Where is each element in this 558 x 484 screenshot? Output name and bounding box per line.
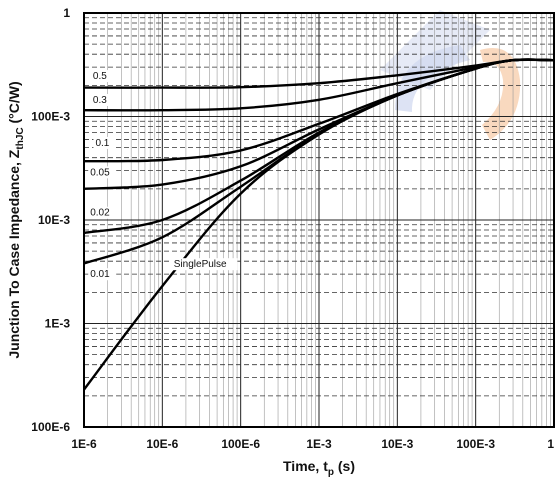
x-axis-title-unit: (s) xyxy=(334,458,355,474)
x-axis-title-sub: p xyxy=(328,467,334,478)
y-tick-label: 1E-3 xyxy=(45,317,71,331)
annotation-label: SinglePulse xyxy=(174,259,227,270)
plot-frame xyxy=(83,12,555,428)
curve-label: 0.05 xyxy=(90,167,110,178)
x-tick-labels: 1E-6 10E-6 100E-6 1E-3 10E-3 100E-3 1 xyxy=(71,437,554,451)
y-axis-title-unit: (°C/W) xyxy=(6,81,22,127)
curve-label: 0.1 xyxy=(95,138,109,149)
x-tick-label: 1E-6 xyxy=(71,437,97,451)
curve-label: 0.01 xyxy=(90,269,110,280)
y-tick-label: 10E-3 xyxy=(38,213,70,227)
y-axis-title-main: Junction To Case Impedance, Z xyxy=(6,149,22,358)
x-tick-label: 100E-6 xyxy=(221,437,260,451)
y-tick-label: 1 xyxy=(63,6,70,20)
x-axis-title-main: Time, t xyxy=(283,458,328,474)
curve-label: 0.02 xyxy=(90,208,110,219)
x-axis-title: Time, tp (s) xyxy=(283,458,355,478)
x-tick-label: 10E-6 xyxy=(146,437,178,451)
curve-label-bg xyxy=(88,268,117,281)
curve-label-bg xyxy=(90,70,113,83)
y-axis-title-sub: thJC xyxy=(15,127,26,149)
x-tick-label: 10E-3 xyxy=(381,437,413,451)
curve-label-bg xyxy=(90,94,113,107)
curve-singlepulse xyxy=(83,58,555,391)
watermark-shape xyxy=(395,45,470,112)
annotation-bg xyxy=(171,258,238,271)
curve-label-bg xyxy=(93,136,116,149)
y-tick-labels: 100E-6 1E-3 10E-3 100E-3 1 xyxy=(31,6,70,434)
curve-label: 0.3 xyxy=(93,95,107,106)
curve-label-bg xyxy=(88,166,117,179)
x-tick-label: 1 xyxy=(547,437,554,451)
grid-lines xyxy=(83,12,555,428)
curves xyxy=(83,58,555,391)
x-tick-label: 100E-3 xyxy=(456,437,495,451)
curve-label-bg xyxy=(88,206,117,219)
y-tick-label: 100E-3 xyxy=(31,110,70,124)
y-axis-title: Junction To Case Impedance, ZthJC (°C/W) xyxy=(6,81,26,358)
y-tick-label: 100E-6 xyxy=(31,420,70,434)
curve-label: 0.5 xyxy=(93,71,107,82)
x-tick-label: 1E-3 xyxy=(306,437,332,451)
curve-labels: 0.5 0.3 0.1 0.05 0.02 0.01 SinglePulse xyxy=(88,70,238,281)
